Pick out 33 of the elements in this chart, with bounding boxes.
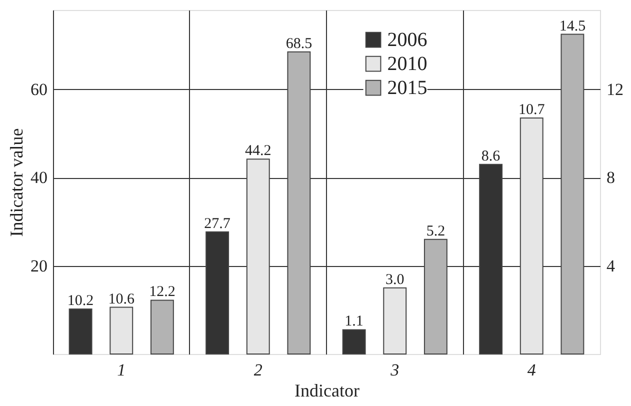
data-label: 27.7	[204, 216, 231, 232]
y2-tick-label: 4	[606, 256, 616, 276]
legend-label: 2015	[387, 76, 428, 99]
bar	[150, 300, 174, 354]
bar	[342, 329, 366, 354]
y2-tick-label: 8	[606, 168, 615, 188]
data-label: 3.0	[386, 272, 404, 288]
data-label: 10.7	[518, 102, 546, 118]
legend-label: 2006	[387, 28, 428, 51]
x-tick-label: 3	[390, 360, 400, 380]
data-label: 8.6	[481, 148, 501, 164]
data-label: 1.1	[344, 314, 364, 330]
bar	[287, 51, 311, 354]
y2-tick-label: 12	[606, 80, 624, 99]
data-label: 14.5	[559, 18, 586, 34]
bar	[68, 308, 92, 354]
x-axis-title: Indicator	[294, 380, 360, 400]
bar	[424, 238, 448, 354]
y-axis-title: Indicator value	[6, 128, 26, 237]
data-label: 12.2	[149, 284, 176, 300]
data-label: 68.5	[286, 36, 312, 52]
data-label: 10.2	[67, 293, 94, 310]
y-tick-label: 20	[30, 256, 48, 276]
data-label: 44.2	[245, 143, 272, 160]
data-label: 5.2	[426, 223, 446, 240]
x-tick-label: 1	[117, 360, 126, 380]
y-tick-label: 60	[30, 80, 48, 99]
x-tick-label: 2	[254, 360, 263, 380]
x-tick-label: 4	[527, 360, 536, 380]
legend-label: 2010	[387, 52, 428, 75]
data-label: 10.6	[108, 291, 135, 308]
y-tick-label: 40	[30, 168, 48, 188]
bar	[560, 34, 584, 354]
